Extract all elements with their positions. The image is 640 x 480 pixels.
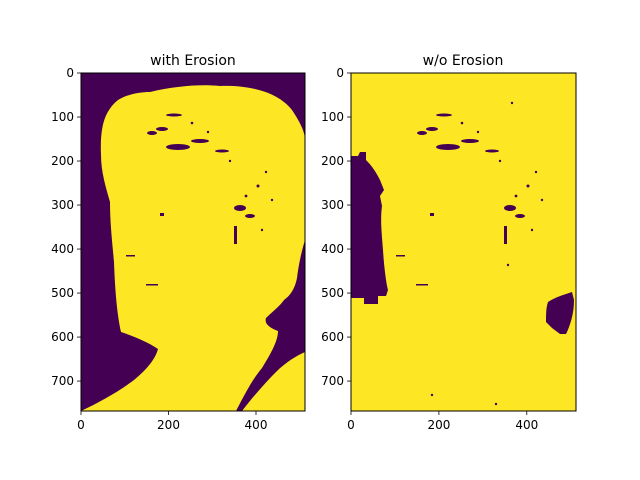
- dark-speckles-without-erosion: [396, 101, 544, 406]
- image-without-erosion: [351, 73, 576, 411]
- y-tick-label-with-erosion-200: 200: [51, 154, 74, 168]
- face-silhouette-with-erosion: [81, 85, 305, 411]
- panel-title-without-erosion: w/o Erosion: [423, 53, 504, 69]
- axes-frame-with-erosion: [80, 72, 306, 412]
- y-tick-label-with-erosion-0: 0: [66, 66, 74, 80]
- panel-with-erosion: with Erosion: [51, 53, 306, 432]
- y-tick-label-with-erosion-600: 600: [51, 330, 74, 344]
- y-tick-label-without-erosion-700: 700: [321, 374, 344, 388]
- axes-frame-without-erosion: [350, 72, 577, 412]
- y-tick-label-without-erosion-200: 200: [321, 154, 344, 168]
- x-tick-label-with-erosion-0: 0: [77, 418, 85, 432]
- bottom-yellow-bits-with-erosion: [135, 398, 163, 408]
- image-foreground-without-erosion: [351, 73, 576, 411]
- image-with-erosion: [81, 73, 305, 411]
- left-dark-region-without-erosion: [351, 152, 388, 304]
- panel-without-erosion: w/o Erosion: [321, 53, 577, 432]
- y-tick-label-without-erosion-400: 400: [321, 242, 344, 256]
- x-tick-label-with-erosion-200: 200: [157, 418, 180, 432]
- y-tick-label-with-erosion-500: 500: [51, 286, 74, 300]
- panel-title-with-erosion: with Erosion: [150, 53, 236, 69]
- x-tick-label-with-erosion-400: 400: [245, 418, 268, 432]
- y-tick-label-with-erosion-400: 400: [51, 242, 74, 256]
- y-tick-label-without-erosion-500: 500: [321, 286, 344, 300]
- x-tick-label-without-erosion-200: 200: [427, 418, 450, 432]
- y-tick-label-with-erosion-100: 100: [51, 110, 74, 124]
- y-tick-label-with-erosion-700: 700: [51, 374, 74, 388]
- x-tick-label-without-erosion-400: 400: [515, 418, 538, 432]
- y-tick-label-without-erosion-600: 600: [321, 330, 344, 344]
- y-tick-label-without-erosion-0: 0: [336, 66, 344, 80]
- ticks-without-erosion: 0 200 400 0 100 200 300 400 500 600 700: [321, 66, 538, 432]
- y-tick-label-without-erosion-300: 300: [321, 198, 344, 212]
- x-tick-label-without-erosion-0: 0: [347, 418, 355, 432]
- right-dark-blob-without-erosion: [546, 292, 574, 334]
- y-tick-label-with-erosion-300: 300: [51, 198, 74, 212]
- ticks-with-erosion: 0 200 400 0 100 200 300 400 500 600 700: [51, 66, 267, 432]
- shirt-region-with-erosion: [242, 352, 305, 411]
- dark-speckles-with-erosion: [126, 113, 274, 286]
- y-tick-label-without-erosion-100: 100: [321, 110, 344, 124]
